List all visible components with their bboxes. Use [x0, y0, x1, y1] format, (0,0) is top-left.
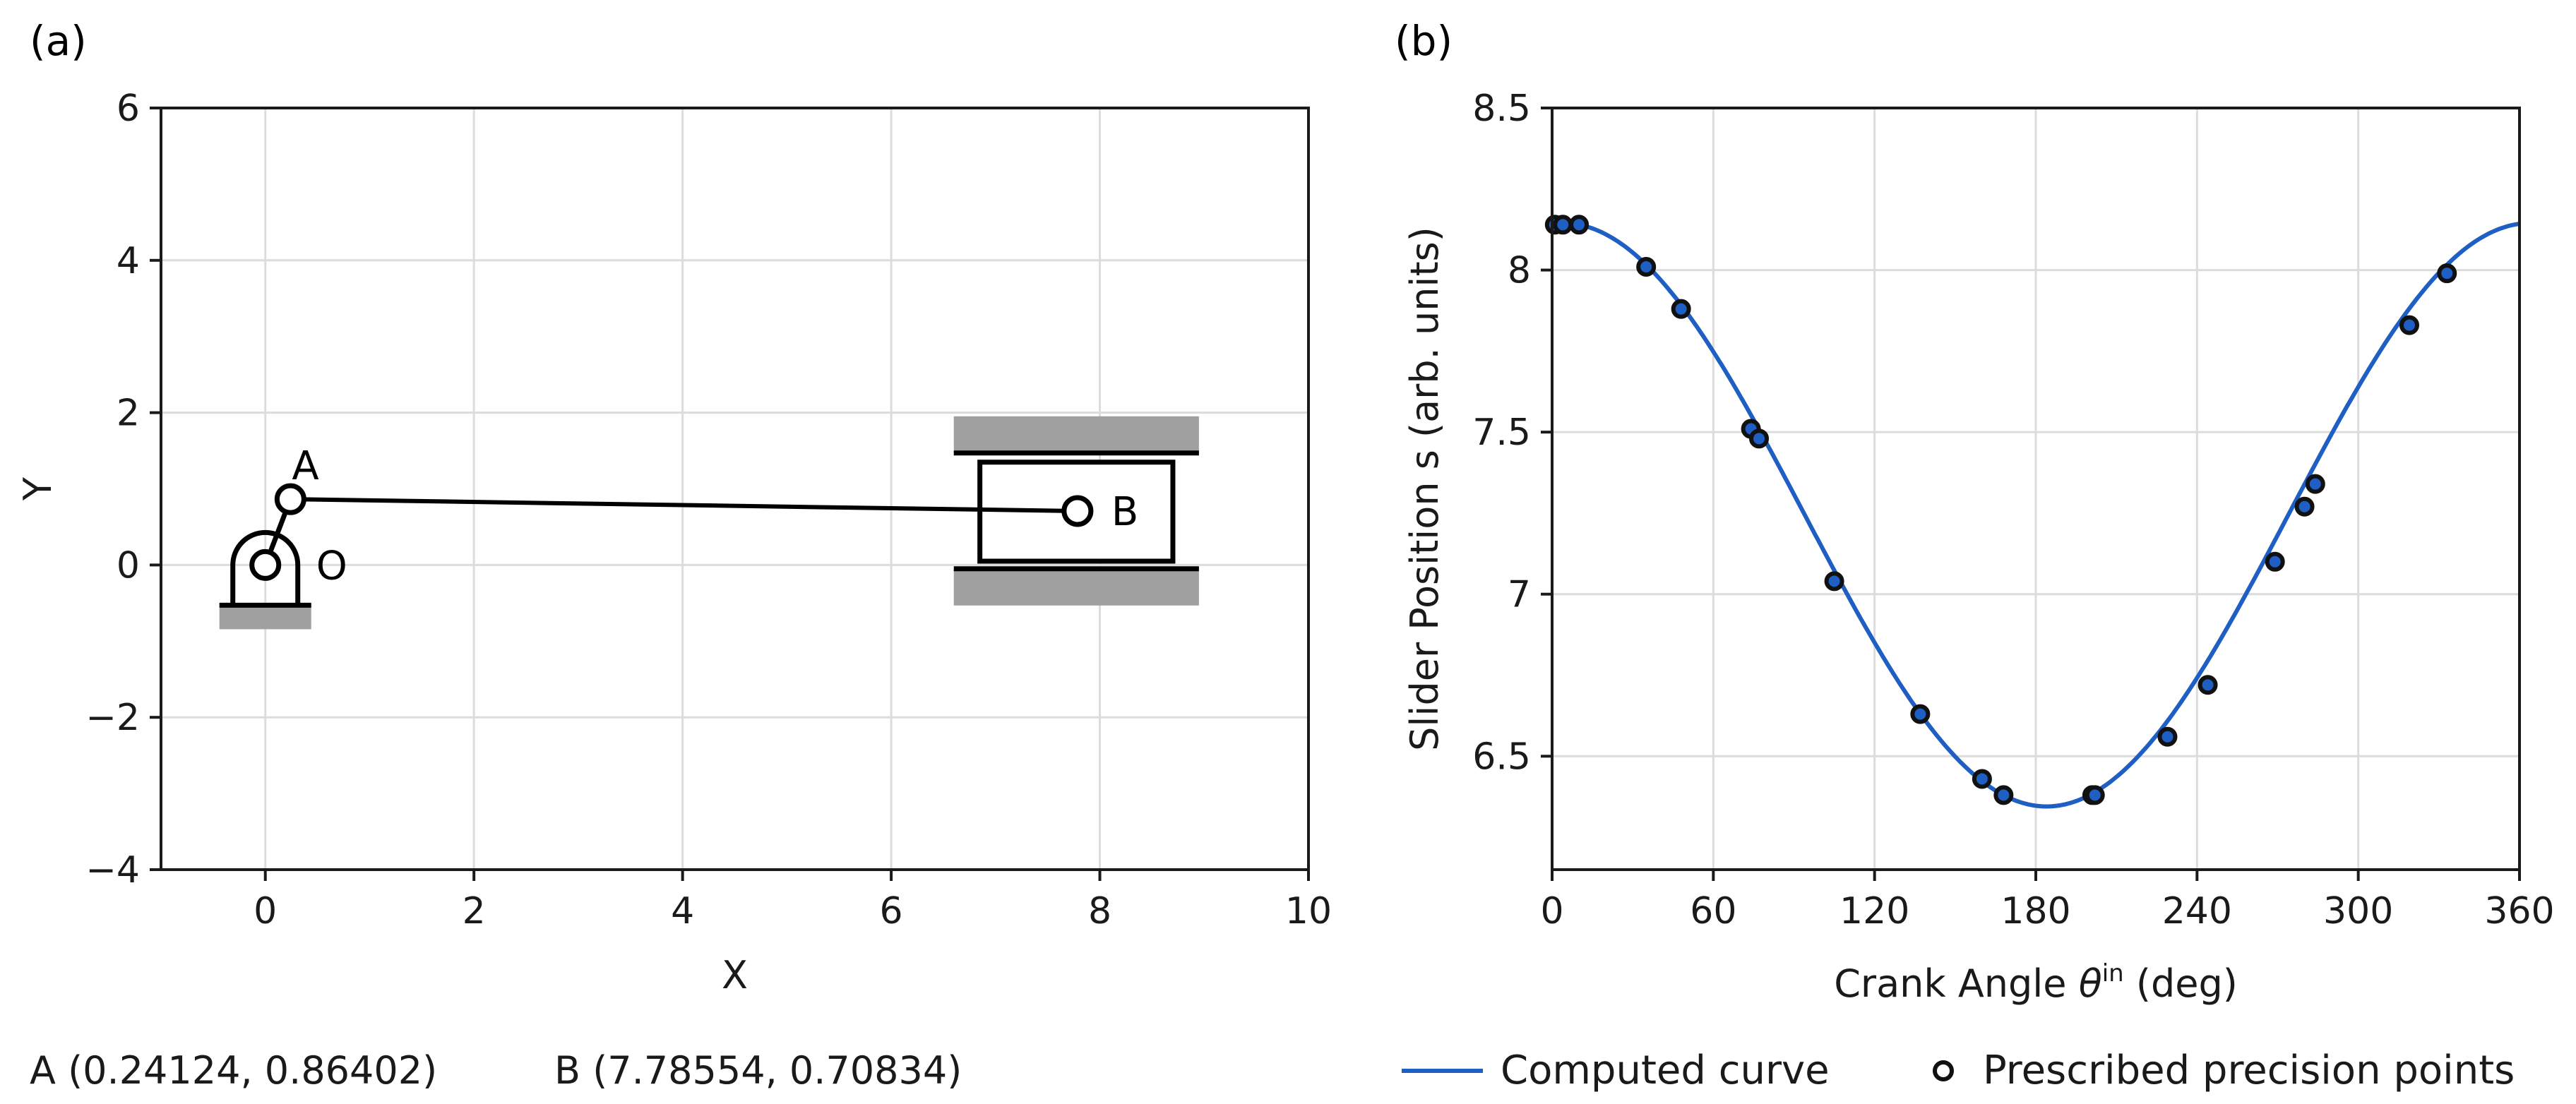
panel-b-label: (b) — [1395, 17, 1453, 65]
joint-label-o: O — [316, 543, 347, 589]
x-label-main: Crank Angle — [1834, 961, 2079, 1006]
panel-a-x-axis-label: X — [722, 953, 748, 997]
x-label-superscript: in — [2102, 959, 2124, 988]
y-tick-label: 2 — [117, 392, 140, 435]
precision-point — [1569, 215, 1590, 235]
y-tick-label: 8.5 — [1472, 88, 1531, 130]
pivot-ground-hatch — [219, 604, 311, 630]
x-tick-label: 360 — [2484, 890, 2554, 932]
precision-points — [1544, 215, 2457, 805]
x-tick-label: 8 — [1088, 890, 1111, 932]
precision-point — [2198, 675, 2218, 695]
x-tick-label: 4 — [671, 890, 694, 932]
coord-readout-b: B (7.78554, 0.70834) — [554, 1048, 962, 1093]
precision-point — [1993, 785, 2014, 805]
joint-label-a: A — [292, 443, 318, 489]
joint-b — [1061, 495, 1094, 527]
x-tick-label: 0 — [1540, 890, 1563, 932]
precision-point — [1636, 256, 1657, 277]
precision-point — [2085, 785, 2105, 805]
x-tick-label: 10 — [1285, 890, 1332, 932]
panel-a-linkage-plot: 0 2 4 6 8 10 −4 −2 0 2 4 6 X Y A O B A (0.24124, 0.… — [16, 88, 1332, 1093]
panel-a-ticks: 0 2 4 6 8 10 −4 −2 0 2 4 6 — [85, 88, 1332, 932]
y-tick-label: 4 — [117, 240, 140, 282]
precision-point — [2294, 496, 2315, 517]
joint-o — [249, 548, 282, 581]
precision-point — [1910, 704, 1931, 724]
x-tick-label: 180 — [2000, 890, 2070, 932]
panel-b-grid — [1551, 107, 2521, 870]
joint-a — [274, 483, 306, 515]
x-tick-label: 300 — [2323, 890, 2393, 932]
y-tick-label: 6.5 — [1472, 736, 1531, 778]
legend-computed-curve: Computed curve — [1501, 1048, 1830, 1093]
y-tick-label: 7 — [1508, 574, 1531, 616]
computed-curve-line — [1551, 220, 2520, 809]
y-tick-label: −4 — [85, 849, 140, 892]
upper-rail-hatch — [953, 416, 1199, 453]
precision-point — [2437, 263, 2457, 284]
panel-a-frame — [160, 107, 1310, 871]
coord-readout-a: A (0.24124, 0.86402) — [30, 1048, 437, 1093]
precision-point — [2157, 726, 2178, 747]
panel-a-y-axis-label: Y — [16, 476, 60, 501]
x-label-unit: (deg) — [2124, 961, 2238, 1006]
precision-point — [2305, 474, 2325, 494]
legend-precision-points: Prescribed precision points — [1983, 1048, 2515, 1093]
precision-point — [1824, 571, 1844, 592]
y-tick-label: 6 — [117, 88, 140, 130]
x-tick-label: 240 — [2162, 890, 2232, 932]
y-tick-label: 0 — [117, 544, 140, 587]
y-tick-label: 7.5 — [1472, 412, 1531, 454]
linkage-mechanism — [219, 483, 1094, 630]
pivot-support — [230, 529, 301, 606]
panel-a-label: (a) — [30, 17, 87, 65]
panel-b-slider-plot: 0 60 120 180 240 300 360 6.5 7 7.5 8 8.5 Crank Angl… — [1402, 88, 2555, 1093]
panel-b-ticks: 0 60 120 180 240 300 360 6.5 7 7.5 8 8.5 — [1472, 88, 2554, 932]
precision-point — [1749, 428, 1770, 449]
precision-point — [1553, 215, 1573, 235]
precision-point — [1972, 769, 1992, 789]
x-label-theta: θ — [2079, 961, 2102, 1006]
precision-point — [2265, 551, 2285, 572]
x-tick-label: 6 — [880, 890, 903, 932]
y-tick-label: −2 — [85, 697, 140, 739]
x-tick-label: 60 — [1690, 890, 1736, 932]
coupler-link-ab — [290, 497, 1078, 513]
legend-marker-swatch — [1933, 1060, 1954, 1081]
x-tick-label: 2 — [463, 890, 486, 932]
y-tick-label: 8 — [1508, 250, 1531, 292]
precision-point — [2399, 315, 2419, 335]
x-tick-label: 120 — [1839, 890, 1909, 932]
lower-rail-hatch — [953, 568, 1199, 606]
x-tick-label: 0 — [254, 890, 277, 932]
panel-b-legend: Computed curve Prescribed precision poin… — [1402, 1048, 2515, 1093]
joint-label-b: B — [1111, 489, 1138, 535]
panel-b-x-axis-label: Crank Angle θin (deg) — [1834, 959, 2238, 1006]
precision-point — [1671, 299, 1691, 319]
panel-b-y-axis-label: Slider Position s (arb. units) — [1402, 227, 1447, 751]
